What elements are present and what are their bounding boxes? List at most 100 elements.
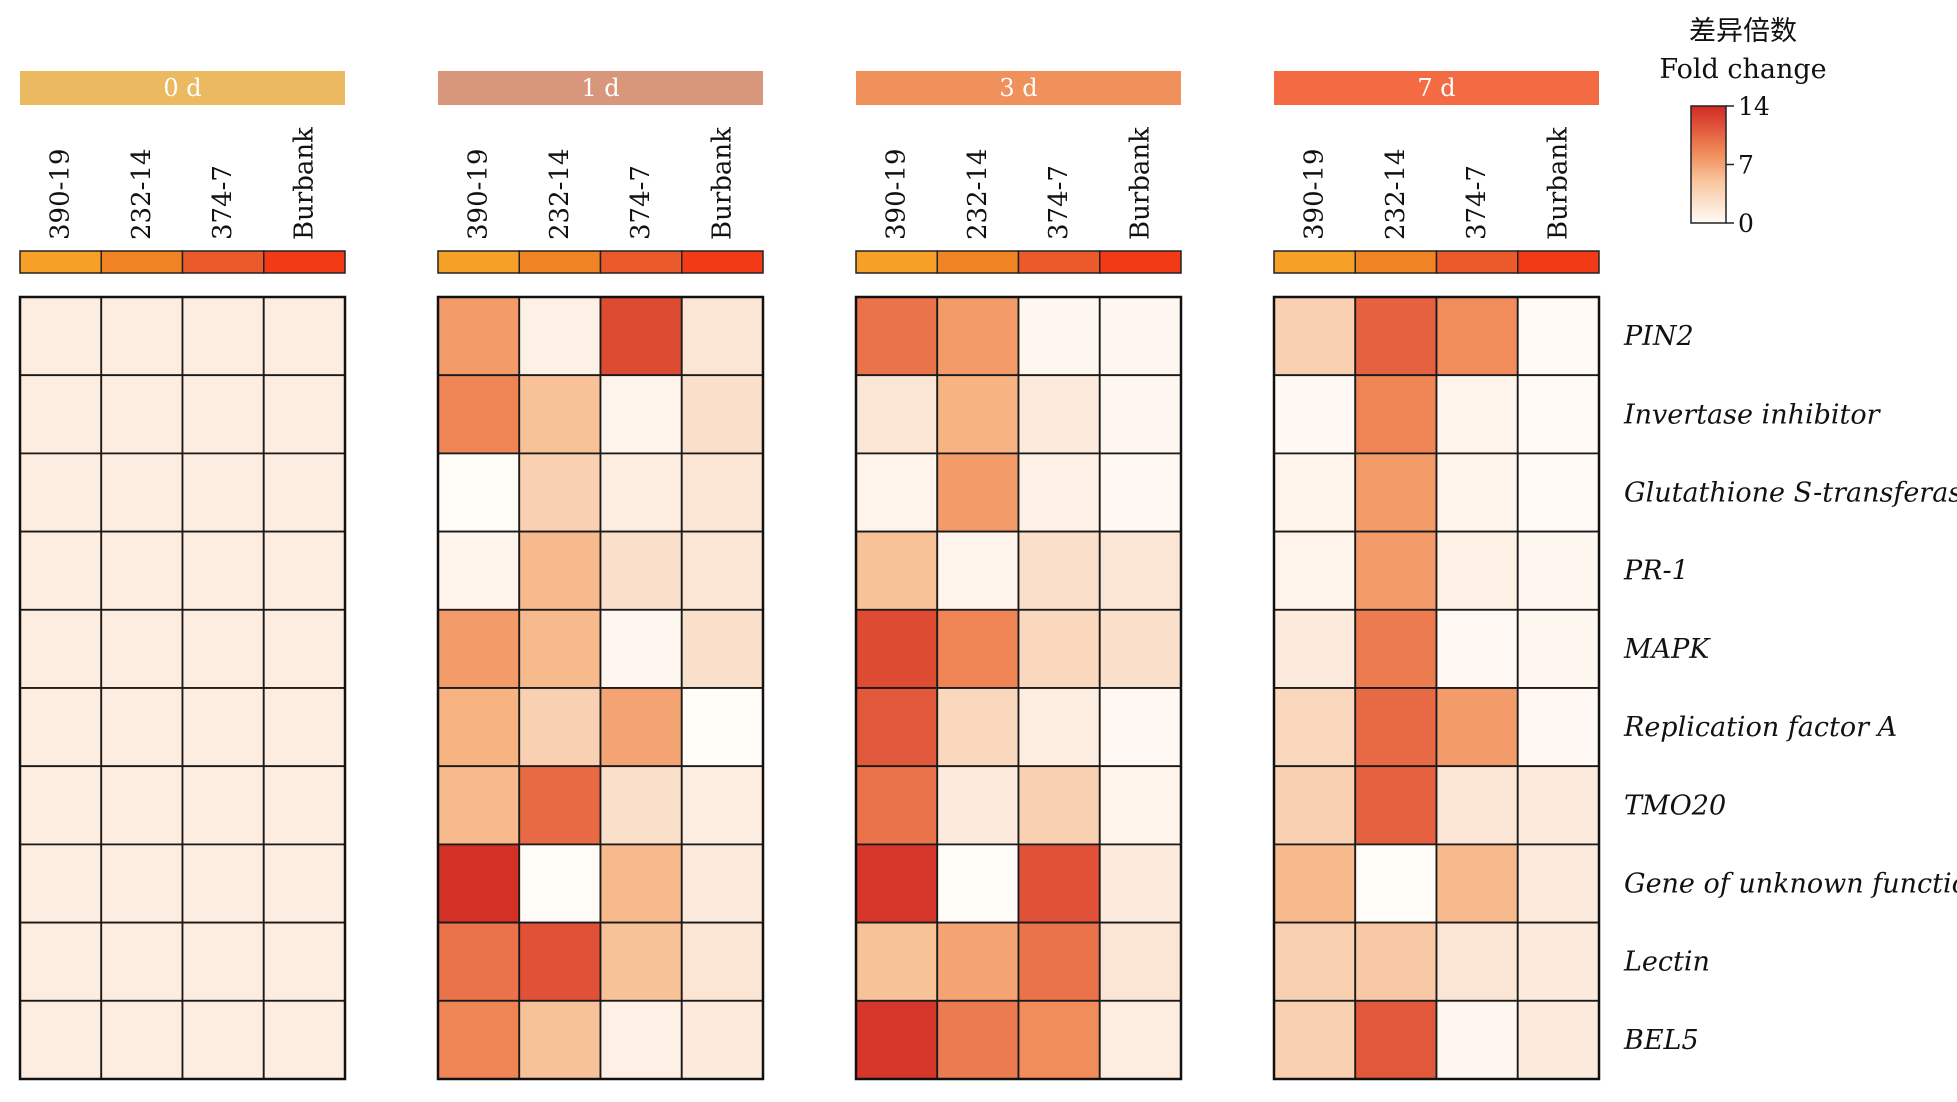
heatmap-cell [100, 296, 184, 377]
heatmap-cell [680, 921, 764, 1002]
genotype-color-cell [100, 250, 184, 274]
heatmap-cell [437, 687, 521, 768]
genotype-color-cell [263, 250, 346, 274]
genotype-color-cell [1354, 250, 1438, 274]
heatmap-cell [1354, 374, 1438, 455]
heatmap-cell [262, 374, 346, 455]
heatmap-cell [518, 687, 602, 768]
heatmap-cell [1273, 452, 1357, 533]
heatmap-cell [1516, 687, 1600, 768]
panel-header-bar [438, 71, 763, 105]
heatmap-cell [855, 608, 939, 689]
heatmap-cell [936, 999, 1020, 1080]
heatmap-cell [1354, 687, 1438, 768]
heatmap-cell [262, 765, 346, 846]
genotype-color-cell [181, 250, 265, 274]
heatmap-cell [680, 296, 764, 377]
heatmap-cell [599, 452, 683, 533]
heatmap-cell [1017, 452, 1101, 533]
heatmap-cell [1098, 374, 1182, 455]
heatmap-cell [437, 921, 521, 1002]
heatmap-cell [1354, 999, 1438, 1080]
heatmap-cell [1435, 296, 1519, 377]
heatmap-cell [19, 687, 103, 768]
heatmap-cell [1017, 921, 1101, 1002]
genotype-color-cell [1435, 250, 1519, 274]
genotype-color-cell [936, 250, 1020, 274]
gene-label: Invertase inhibitor [1623, 399, 1882, 430]
gene-label: Glutathione S-transferase [1624, 478, 1957, 509]
column-label: 390-19 [464, 149, 494, 241]
column-label: 232-14 [963, 149, 993, 241]
heatmap-cell [1273, 843, 1357, 924]
gene-label: PIN2 [1623, 321, 1694, 352]
heatmap-cell [1017, 296, 1101, 377]
gene-label: Gene of unknown function [1624, 869, 1957, 900]
heatmap-cell [19, 374, 103, 455]
heatmap-cell [599, 296, 683, 377]
column-label: Burbank [289, 127, 319, 240]
gene-label: TMO20 [1624, 790, 1726, 821]
legend-tick-label: 14 [1738, 92, 1770, 121]
heatmap-cell [1017, 687, 1101, 768]
heatmap-cell [437, 843, 521, 924]
heatmap-cell [437, 374, 521, 455]
heatmap-cell [680, 374, 764, 455]
heatmap-cell [1098, 296, 1182, 377]
panel-header-label: 7 d [1417, 74, 1455, 102]
heatmap-cell [1273, 374, 1357, 455]
column-label: 374-7 [1044, 165, 1074, 240]
heatmap-cell [1098, 765, 1182, 846]
heatmap-cell [181, 296, 265, 377]
panel-border [1272, 295, 1601, 1081]
heatmap-cell [437, 452, 521, 533]
heatmap-cell [518, 765, 602, 846]
heatmap-cell [262, 843, 346, 924]
heatmap-cell [1273, 921, 1357, 1002]
heatmap-cell [599, 765, 683, 846]
heatmap-cell [518, 921, 602, 1002]
heatmap-cell [1273, 296, 1357, 377]
panel-3d: 3 d 390-19 232-14 374-7 Burbank [854, 71, 1183, 1081]
heatmap-cell [1435, 608, 1519, 689]
heatmap-cell [855, 765, 939, 846]
panel-1d: 1 d 390-19 232-14 374-7 Burbank [436, 71, 765, 1081]
heatmap-cell [1354, 296, 1438, 377]
legend-title-en: Fold change [1659, 54, 1826, 85]
heatmap-cell [262, 452, 346, 533]
panel-header-label: 3 d [999, 74, 1037, 102]
gene-label: MAPK [1623, 634, 1711, 665]
heatmap-cell [1354, 530, 1438, 611]
heatmap-cell [437, 765, 521, 846]
heatmap-cell [855, 687, 939, 768]
heatmap-cell [181, 687, 265, 768]
heatmap-cell [1017, 608, 1101, 689]
heatmap-cell [855, 999, 939, 1080]
heatmap-cell [262, 999, 346, 1080]
heatmap-cell [1516, 452, 1600, 533]
heatmap-cell [1017, 530, 1101, 611]
heatmap-cell [1516, 530, 1600, 611]
column-label: 374-7 [208, 165, 238, 240]
heatmap-cell [1098, 921, 1182, 1002]
heatmap-cell [1435, 452, 1519, 533]
heatmap-cell [181, 374, 265, 455]
genotype-color-cell [681, 250, 764, 274]
heatmap-cell [181, 765, 265, 846]
heatmap-cell [1098, 530, 1182, 611]
heatmap-cell [100, 374, 184, 455]
gene-label: Lectin [1623, 947, 1710, 978]
heatmap-cell [599, 608, 683, 689]
heatmap-cell [1435, 374, 1519, 455]
column-label: 390-19 [46, 149, 76, 241]
heatmap-cell [855, 296, 939, 377]
heatmap-cell [1435, 999, 1519, 1080]
heatmap-cell [855, 374, 939, 455]
heatmap-cell [1435, 921, 1519, 1002]
heatmap-cell [936, 296, 1020, 377]
heatmap-cell [1354, 921, 1438, 1002]
heatmap-cell [680, 608, 764, 689]
column-label: 390-19 [882, 149, 912, 241]
panel-header-bar [20, 71, 345, 105]
